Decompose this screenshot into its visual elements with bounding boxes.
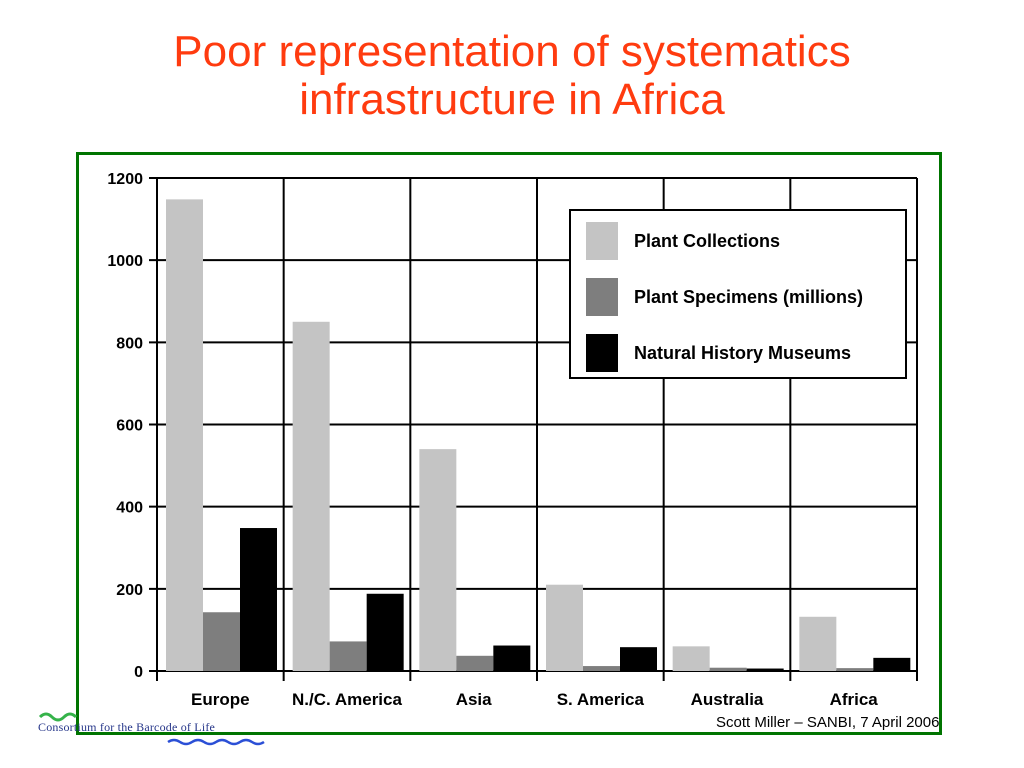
legend-box — [569, 209, 907, 379]
slide-title-line-2: infrastructure in Africa — [299, 75, 725, 124]
logo-blue-wave — [167, 738, 265, 746]
bar — [546, 584, 583, 671]
bar — [493, 645, 531, 671]
legend-swatch — [586, 222, 618, 260]
bar — [620, 647, 657, 671]
bar — [799, 616, 837, 671]
bar — [873, 657, 911, 671]
bar — [366, 593, 404, 671]
y-tick-label: 600 — [116, 418, 143, 435]
y-tick-label: 800 — [116, 335, 143, 352]
x-tick-label: N./C. America — [292, 690, 402, 709]
cbol-logo: Consortium for the Barcode of Life — [36, 708, 276, 756]
bar — [746, 668, 784, 671]
bar — [329, 641, 367, 671]
bar — [709, 667, 747, 671]
slide-title: Poor representation of systematics infra… — [0, 28, 1024, 124]
y-tick-label: 1200 — [107, 171, 143, 188]
legend-label: Plant Collections — [634, 231, 780, 251]
bar — [166, 199, 203, 671]
chart-frame: 0 200 400 600 800 1000 1200 Europe N./C. America… — [76, 152, 942, 735]
bar — [203, 612, 240, 671]
cbol-logo-text: Consortium for the Barcode of Life — [38, 720, 216, 734]
legend-label: Natural History Museums — [634, 343, 851, 363]
legend-swatch — [586, 278, 618, 316]
x-tick-label: Europe — [191, 690, 250, 709]
bar-chart: 0 200 400 600 800 1000 1200 Europe N./C. America… — [107, 171, 918, 709]
bar — [836, 668, 874, 671]
legend-label: Plant Specimens (millions) — [634, 287, 863, 307]
x-tick-label: Africa — [830, 690, 879, 709]
legend-swatch — [586, 334, 618, 372]
y-tick-label: 1000 — [107, 253, 143, 270]
y-tick-label: 200 — [116, 582, 143, 599]
bar — [672, 646, 710, 671]
cbol-logo-graphic — [38, 712, 265, 746]
logo-green-wave — [38, 712, 78, 722]
y-tick-label: 400 — [116, 500, 143, 517]
x-tick-label: Australia — [691, 690, 764, 709]
x-tick-label: Asia — [456, 690, 492, 709]
bar — [292, 321, 330, 671]
x-tick-label: S. America — [557, 690, 645, 709]
footer-credit: Scott Miller – SANBI, 7 April 2006 — [716, 714, 940, 731]
bar — [583, 666, 620, 671]
slide-title-line-1: Poor representation of systematics — [173, 27, 851, 76]
bar — [240, 528, 277, 671]
y-tick-label: 0 — [134, 664, 143, 681]
bar — [419, 449, 457, 671]
bar — [456, 655, 494, 671]
